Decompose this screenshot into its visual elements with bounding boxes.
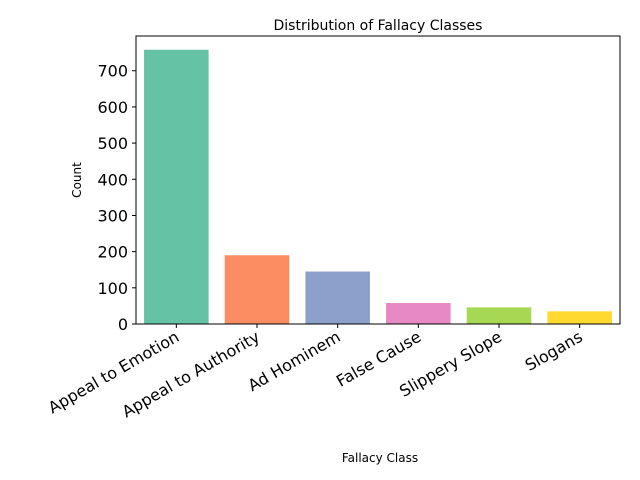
y-tick-label: 200 [97, 243, 128, 262]
plot-frame [135, 35, 621, 325]
x-tick-label: Appeal to Emotion [45, 327, 182, 417]
chart-title: Distribution of Fallacy Classes [274, 18, 483, 34]
bar [386, 303, 451, 324]
y-tick-label: 0 [118, 315, 128, 334]
y-axis: 0 100 200 300 400 500 600 700 [97, 62, 136, 334]
bars-group [144, 49, 612, 324]
y-tick-label: 100 [97, 279, 128, 298]
x-tick-label: Ad Hominem [245, 327, 344, 395]
y-tick-label: 300 [97, 206, 128, 225]
bar [144, 49, 209, 324]
y-axis-label: Count [70, 162, 84, 198]
y-tick-label: 600 [97, 98, 128, 117]
y-tick-label: 700 [97, 62, 128, 81]
x-tick-label: Appeal to Authority [119, 327, 263, 421]
bar [547, 311, 612, 324]
bar [305, 271, 370, 324]
x-tick-label: Slogans [522, 327, 586, 375]
y-tick-label: 400 [97, 170, 128, 189]
bar [466, 307, 532, 324]
x-axis-label: Fallacy Class [342, 451, 418, 465]
y-tick-label: 500 [97, 134, 128, 153]
bar [224, 255, 290, 324]
